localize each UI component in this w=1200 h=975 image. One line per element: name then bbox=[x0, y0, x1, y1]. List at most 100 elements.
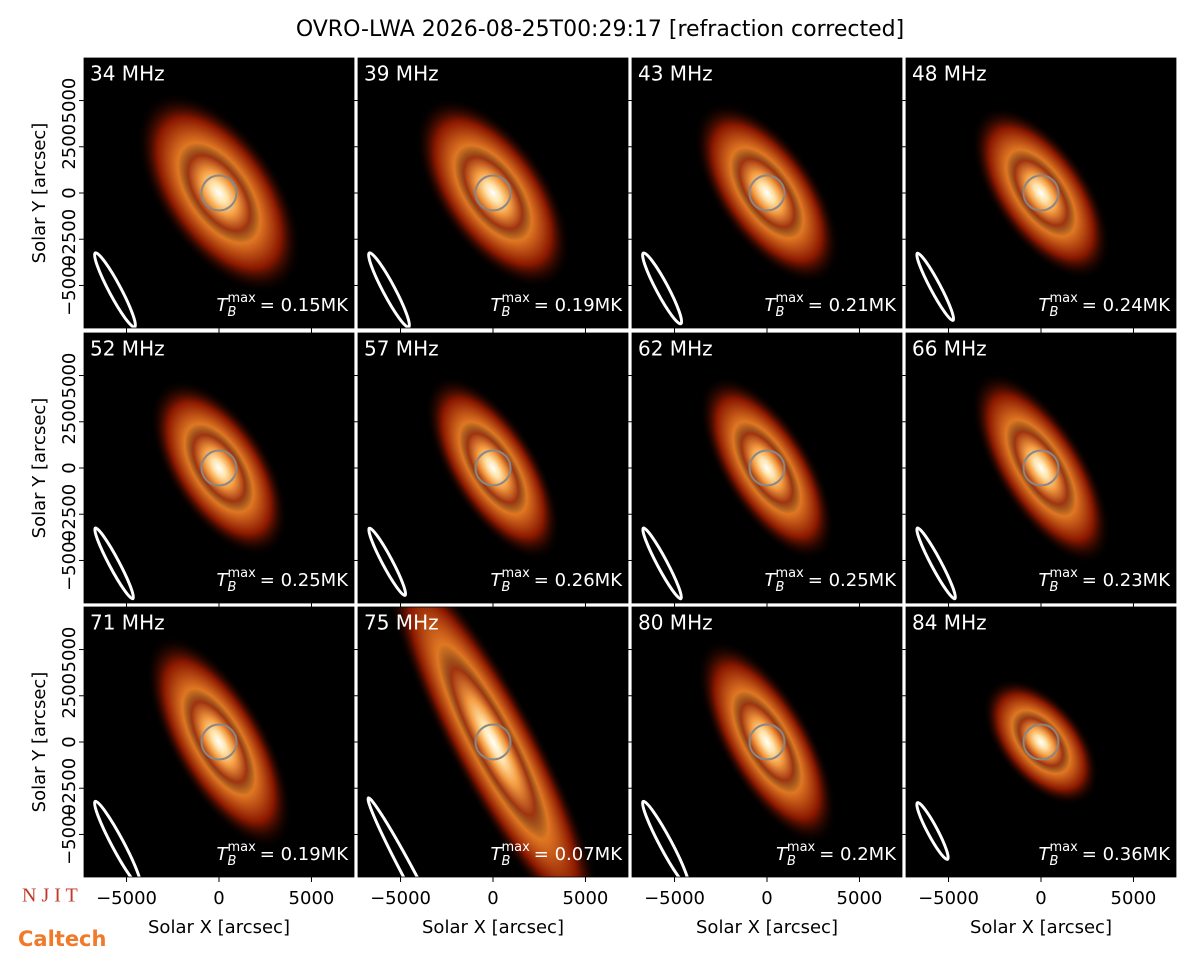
emission-core bbox=[184, 423, 254, 513]
tb-subscript: B bbox=[776, 580, 785, 595]
panel-label: 43 MHz bbox=[638, 62, 713, 86]
panel-label: 57 MHz bbox=[364, 337, 439, 361]
panel: 71 MHz TBmax = 0.19MK bbox=[84, 607, 354, 877]
emission-core bbox=[437, 644, 549, 840]
tb-superscript: max bbox=[227, 291, 256, 306]
beam bbox=[367, 251, 411, 328]
panel-label: 52 MHz bbox=[90, 337, 165, 361]
panel-label: 39 MHz bbox=[364, 62, 439, 86]
tb-subscript: B bbox=[502, 854, 511, 869]
beam bbox=[915, 801, 950, 861]
panel-label: 62 MHz bbox=[638, 337, 713, 361]
tb-value: = 0.07MK bbox=[534, 844, 623, 865]
x-tick-label: 5000 bbox=[1111, 888, 1157, 909]
tb-max-annotation: TBmax = 0.15MK bbox=[217, 291, 350, 320]
x-axis-label: Solar X [arcsec] bbox=[970, 917, 1112, 938]
tb-value: = 0.21MK bbox=[808, 295, 897, 316]
y-tick-label: −5000 bbox=[59, 804, 80, 865]
x-tick-label: 5000 bbox=[289, 888, 335, 909]
beam bbox=[93, 251, 137, 328]
panel-label: 66 MHz bbox=[912, 337, 987, 361]
tb-superscript: max bbox=[775, 566, 804, 581]
beam bbox=[641, 526, 683, 601]
tb-subscript: B bbox=[228, 580, 237, 595]
emission-core bbox=[1012, 710, 1070, 774]
tb-symbol: T bbox=[491, 570, 504, 591]
y-tick-label: −2500 bbox=[59, 209, 80, 270]
solar-disk bbox=[474, 723, 512, 761]
tb-value: = 0.19MK bbox=[260, 844, 349, 865]
x-tick-label: −5000 bbox=[644, 888, 705, 909]
tb-subscript: B bbox=[228, 854, 237, 869]
panel-label: 48 MHz bbox=[912, 62, 987, 86]
beam bbox=[915, 526, 957, 601]
panel: 62 MHz TBmax = 0.25MK bbox=[632, 333, 902, 603]
solar-disk bbox=[748, 174, 786, 212]
tb-symbol: T bbox=[491, 295, 504, 316]
y-axis-label: Solar Y [arcsec] bbox=[29, 672, 50, 813]
beam bbox=[915, 251, 956, 322]
solar-disk bbox=[474, 449, 512, 487]
emission-core bbox=[732, 690, 802, 794]
solar-disk bbox=[748, 723, 786, 761]
tb-symbol: T bbox=[491, 844, 504, 865]
tb-value: = 0.25MK bbox=[808, 570, 897, 591]
panel: 75 MHz TBmax = 0.07MK bbox=[358, 607, 628, 877]
x-axis-label: Solar X [arcsec] bbox=[422, 917, 564, 938]
y-tick-label: 2500 bbox=[59, 673, 80, 719]
y-tick-label: 0 bbox=[59, 736, 80, 747]
panel: 57 MHz TBmax = 0.26MK bbox=[358, 333, 628, 603]
emission-core bbox=[459, 421, 527, 515]
tb-max-annotation: TBmax = 0.19MK bbox=[491, 291, 624, 320]
panel-label: 84 MHz bbox=[912, 611, 987, 635]
tb-max-annotation: TBmax = 0.36MK bbox=[1039, 840, 1172, 869]
panel: 52 MHz TBmax = 0.25MK bbox=[84, 333, 354, 603]
tb-max-annotation: TBmax = 0.26MK bbox=[491, 566, 624, 595]
tb-superscript: max bbox=[1049, 291, 1078, 306]
emission-core bbox=[733, 421, 801, 515]
y-tick-label: 5000 bbox=[59, 78, 80, 124]
y-tick-label: 0 bbox=[59, 462, 80, 473]
tb-symbol: T bbox=[765, 570, 778, 591]
tb-max-annotation: TBmax = 0.25MK bbox=[765, 566, 898, 595]
tb-subscript: B bbox=[502, 305, 511, 320]
tb-superscript: max bbox=[227, 840, 256, 855]
tb-symbol: T bbox=[765, 295, 778, 316]
tb-symbol: T bbox=[217, 295, 230, 316]
tb-superscript: max bbox=[787, 840, 816, 855]
tb-subscript: B bbox=[228, 305, 237, 320]
emission-core bbox=[454, 145, 532, 241]
panel: 80 MHz TBmax = 0.2MK bbox=[632, 607, 902, 877]
tb-max-annotation: TBmax = 0.19MK bbox=[217, 840, 350, 869]
tb-value: = 0.23MK bbox=[1082, 570, 1171, 591]
solar-disk bbox=[200, 723, 238, 761]
tb-symbol: T bbox=[776, 844, 789, 865]
x-tick-label: 5000 bbox=[563, 888, 609, 909]
tb-value: = 0.19MK bbox=[534, 295, 623, 316]
x-axis-label: Solar X [arcsec] bbox=[696, 917, 838, 938]
tb-symbol: T bbox=[1039, 295, 1052, 316]
tb-max-annotation: TBmax = 0.21MK bbox=[765, 291, 898, 320]
figure-title: OVRO-LWA 2026-08-25T00:29:17 [refraction… bbox=[296, 17, 904, 42]
solar-disk bbox=[1022, 174, 1060, 212]
panel-label: 71 MHz bbox=[90, 611, 165, 635]
tb-subscript: B bbox=[1050, 854, 1059, 869]
logo-njit: N J I T bbox=[22, 885, 78, 907]
beam bbox=[93, 799, 143, 877]
panel: 34 MHz TBmax = 0.15MK bbox=[84, 58, 354, 328]
solar-disk bbox=[1022, 723, 1060, 761]
x-tick-label: 5000 bbox=[837, 888, 883, 909]
tb-superscript: max bbox=[501, 291, 530, 306]
tb-max-annotation: TBmax = 0.24MK bbox=[1039, 291, 1172, 320]
emission-core bbox=[730, 147, 804, 239]
tb-subscript: B bbox=[1050, 305, 1059, 320]
tb-superscript: max bbox=[1049, 566, 1078, 581]
tb-max-annotation: TBmax = 0.23MK bbox=[1039, 566, 1172, 595]
tb-value: = 0.2MK bbox=[819, 844, 897, 865]
solar-disk bbox=[748, 449, 786, 487]
solar-disk bbox=[1022, 449, 1060, 487]
tb-value: = 0.36MK bbox=[1082, 844, 1171, 865]
x-tick-label: −5000 bbox=[918, 888, 979, 909]
panel: 39 MHz TBmax = 0.19MK bbox=[358, 58, 628, 328]
